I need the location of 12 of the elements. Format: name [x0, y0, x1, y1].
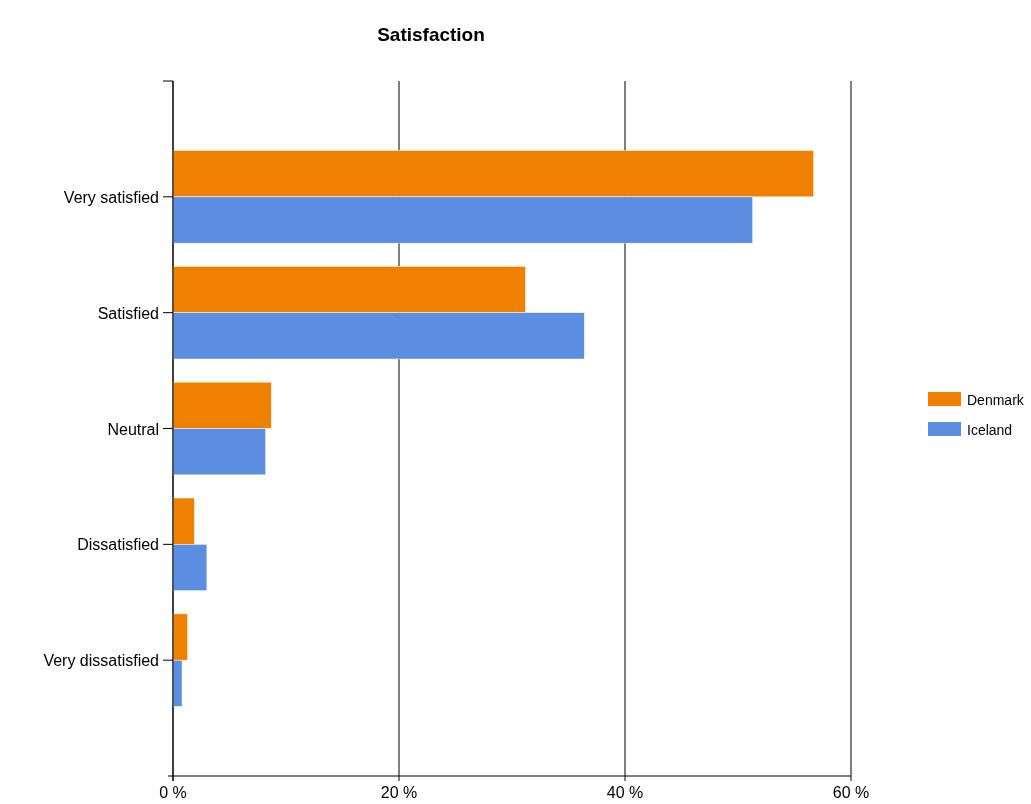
y-tick-label: Very satisfied [63, 188, 159, 206]
x-tick-label: 60 % [832, 784, 870, 801]
x-tick-label: 40 % [606, 784, 644, 801]
y-tick-label: Dissatisfied [77, 536, 159, 554]
chart-title: Satisfaction [377, 24, 485, 45]
legend-label: Iceland [967, 422, 1013, 438]
legend-label: Denmark [967, 392, 1025, 408]
y-tick-label: Neutral [107, 420, 159, 438]
y-tick-label: Satisfied [97, 304, 159, 322]
x-tick-label: 0 % [159, 784, 187, 801]
y-tick-label: Very dissatisfied [43, 652, 159, 670]
x-tick-label: 20 % [380, 784, 418, 801]
